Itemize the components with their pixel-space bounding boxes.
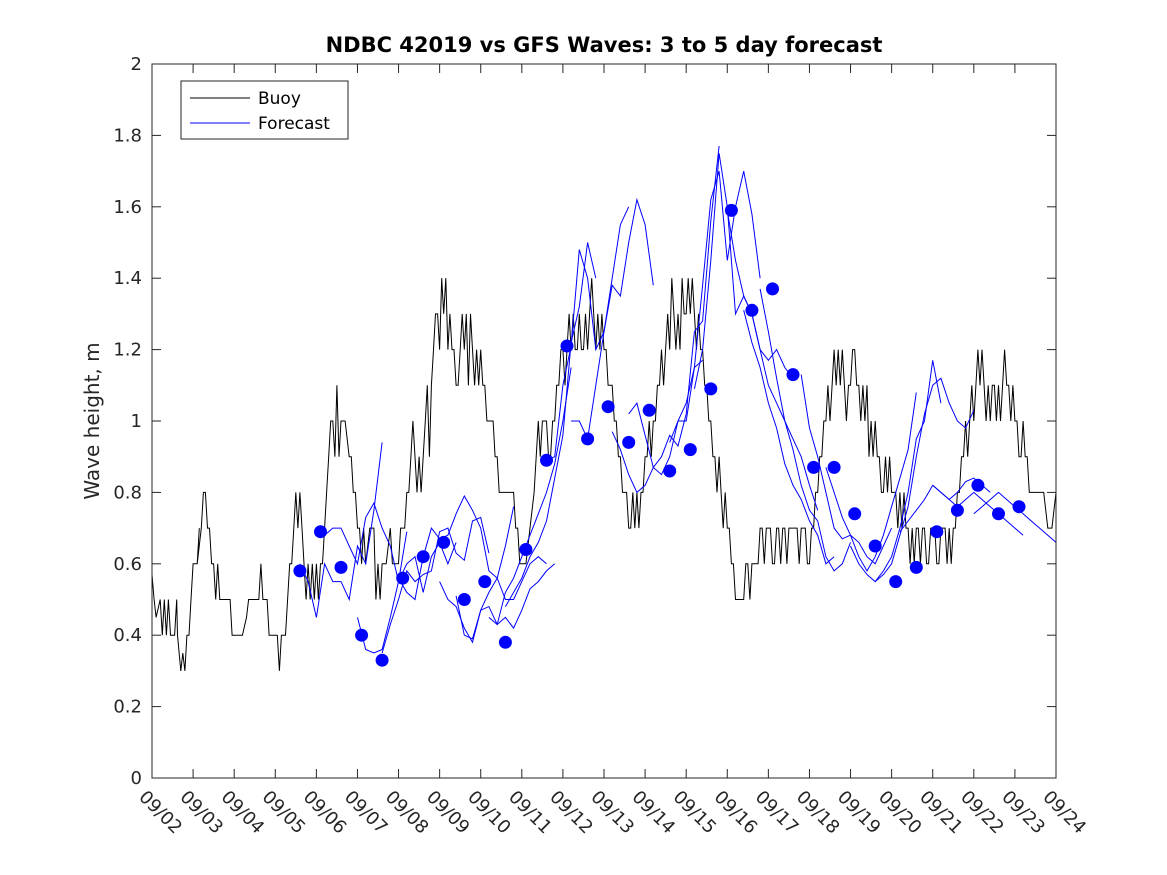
forecast-marker-19 (683, 443, 697, 457)
forecast-marker-30 (909, 560, 923, 574)
forecast-marker-27 (848, 507, 862, 521)
y-tick-label-9: 1.8 (113, 125, 142, 146)
forecast-series-line-5 (439, 556, 547, 644)
marker-layer (293, 203, 1026, 667)
forecast-marker-8 (457, 593, 471, 606)
y-tick-label-3: 0.6 (113, 554, 142, 575)
forecast-marker-11 (519, 543, 533, 556)
legend: Buoy Forecast (180, 80, 349, 140)
forecast-series-line-6 (455, 563, 556, 640)
forecast-series-line-0 (299, 442, 383, 618)
forecast-marker-13 (560, 339, 574, 353)
forecast-marker-17 (642, 403, 656, 417)
forecast-series-line-12 (628, 146, 720, 469)
forecast-marker-12 (540, 453, 553, 467)
forecast-series-line-21 (874, 377, 975, 582)
legend-label-forecast: Forecast (258, 114, 330, 134)
legend-label-buoy: Buoy (258, 89, 301, 109)
forecast-marker-28 (868, 539, 882, 553)
y-tick-label-0: 0 (131, 768, 142, 789)
forecast-marker-0 (293, 564, 307, 578)
forecast-series-line-10 (571, 197, 654, 441)
buoy-series-line (151, 278, 1057, 671)
forecast-series-line-13 (669, 170, 761, 443)
forecast-marker-32 (950, 503, 964, 517)
forecast-series-line-18 (800, 374, 893, 565)
plot-background (152, 64, 1056, 778)
buoy-layer (151, 278, 1057, 671)
forecast-marker-31 (930, 525, 944, 539)
forecast-layer (299, 146, 1057, 654)
forecast-series-line-16 (743, 310, 835, 565)
forecast-marker-10 (498, 635, 512, 649)
forecast-marker-1 (314, 525, 327, 539)
forecast-marker-5 (396, 571, 410, 585)
forecast-marker-26 (827, 460, 841, 474)
forecast-marker-7 (437, 535, 451, 549)
forecast-marker-14 (581, 432, 595, 446)
forecast-marker-34 (992, 507, 1005, 521)
forecast-marker-6 (416, 550, 430, 564)
forecast-marker-21 (724, 203, 738, 217)
y-tick-label-2: 0.4 (113, 625, 142, 646)
forecast-marker-4 (375, 653, 389, 667)
forecast-marker-29 (889, 575, 903, 589)
forecast-series-line-8 (504, 242, 597, 607)
y-tick-label-5: 1 (131, 411, 142, 432)
forecast-marker-9 (478, 575, 492, 589)
y-tick-label-10: 2 (131, 54, 142, 75)
forecast-series-line-3 (381, 516, 490, 654)
forecast-series-line-19 (825, 392, 917, 572)
plot-area (152, 64, 1056, 778)
chart-title: NDBC 42019 vs GFS Waves: 3 to 5 day fore… (326, 33, 883, 57)
forecast-marker-3 (355, 628, 369, 642)
forecast-marker-18 (663, 464, 677, 478)
forecast-marker-23 (766, 282, 779, 296)
forecast-marker-24 (786, 368, 800, 382)
forecast-series-line-1 (324, 501, 408, 582)
forecast-marker-25 (807, 460, 821, 474)
forecast-series-line-4 (398, 494, 515, 601)
y-tick-label-8: 1.6 (113, 197, 142, 218)
forecast-marker-15 (601, 400, 615, 414)
forecast-marker-2 (334, 560, 348, 574)
forecast-marker-16 (622, 435, 636, 449)
forecast-marker-20 (704, 382, 718, 396)
forecast-marker-35 (1012, 500, 1026, 514)
y-tick-label-6: 1.2 (113, 340, 142, 361)
forecast-marker-33 (971, 478, 985, 492)
forecast-series-line-23 (932, 484, 1024, 536)
legend-box (180, 80, 349, 140)
forecast-series-line-15 (726, 210, 819, 511)
y-tick-label-1: 0.2 (113, 697, 142, 718)
forecast-series-line-7 (488, 367, 572, 626)
y-tick-label-4: 0.8 (113, 482, 142, 503)
forecast-marker-22 (745, 303, 759, 317)
y-axis: 0 0.2 0.4 0.6 0.8 1 1.2 1.4 1.6 1.8 2 (113, 54, 1056, 789)
y-tick-label-7: 1.4 (113, 268, 142, 289)
y-axis-label: Wave height, m (80, 342, 104, 499)
forecast-series-line-17 (759, 288, 851, 572)
forecast-series-line-9 (546, 206, 630, 461)
